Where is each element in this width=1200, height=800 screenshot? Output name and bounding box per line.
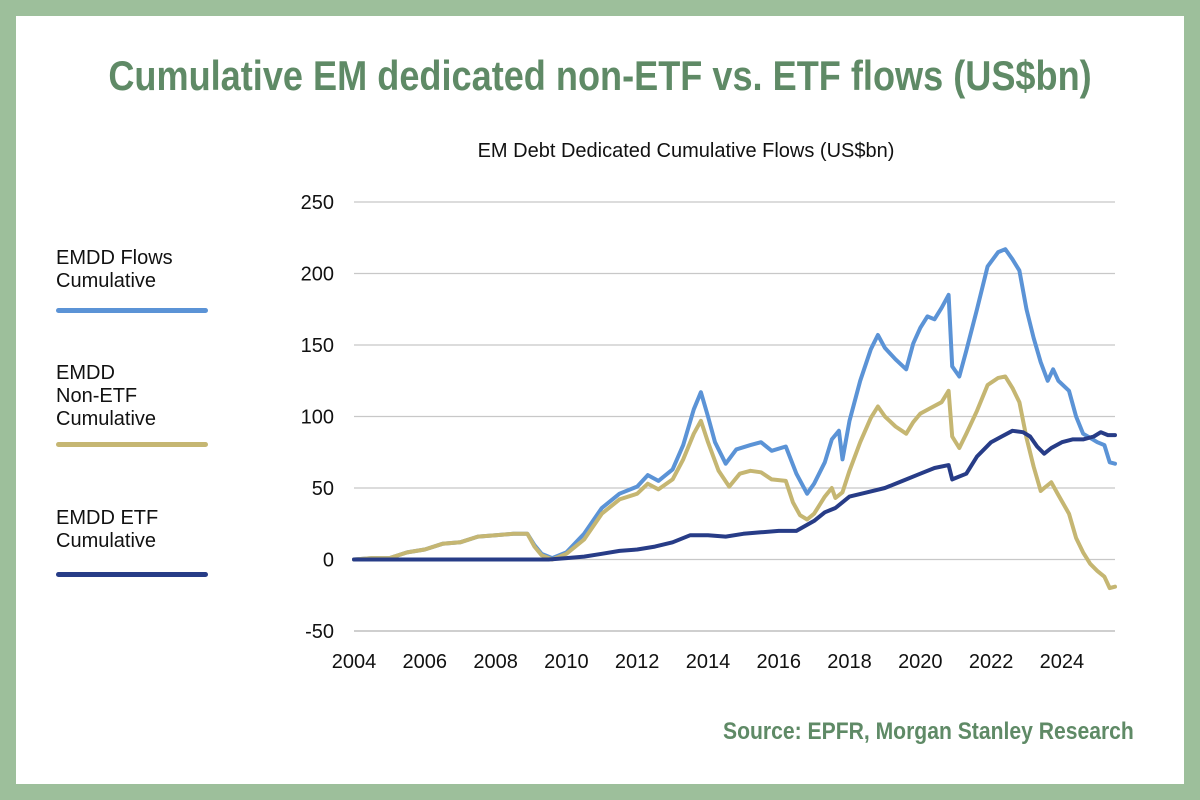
x-tick-label: 2020	[898, 651, 943, 673]
x-tick-label: 2006	[403, 651, 448, 673]
x-tick-label: 2016	[756, 651, 801, 673]
legend-label-emdd-etf: EMDD ETF Cumulative	[56, 507, 159, 552]
legend-label-emdd-non-etf: EMDD Non-ETF Cumulative	[56, 362, 157, 430]
x-tick-label: 2012	[615, 651, 660, 673]
x-tick-label: 2004	[332, 651, 377, 673]
y-tick-label: 150	[301, 335, 334, 357]
x-tick-label: 2008	[473, 651, 518, 673]
chart-title: EM Debt Dedicated Cumulative Flows (US$b…	[477, 140, 895, 162]
series-line-emdd-flows	[352, 247, 1117, 562]
x-tick-label: 2010	[544, 651, 589, 673]
x-tick-label: 2014	[686, 651, 731, 673]
legend-line-emdd-etf	[56, 572, 208, 577]
x-tick-label: 2024	[1040, 651, 1085, 673]
series-line-emdd-non-etf	[352, 374, 1117, 591]
y-tick-label: 0	[323, 550, 334, 572]
legend-line-emdd-non-etf	[56, 442, 208, 447]
y-tick-label: 100	[301, 407, 334, 429]
source-note: Source: EPFR, Morgan Stanley Research	[723, 718, 1134, 745]
x-tick-label: 2022	[969, 651, 1014, 673]
y-tick-label: 250	[301, 192, 334, 214]
y-tick-label: 200	[301, 264, 334, 286]
page-title: Cumulative EM dedicated non-ETF vs. ETF …	[108, 52, 1092, 99]
y-tick-label: 50	[312, 478, 334, 500]
series-line-emdd-etf	[352, 428, 1117, 562]
x-tick-label: 2018	[827, 651, 872, 673]
chart-frame	[16, 16, 1184, 784]
legend-label-emdd-flows: EMDD Flows Cumulative	[56, 247, 173, 292]
legend-line-emdd-flows	[56, 308, 208, 313]
y-tick-label: -50	[305, 621, 334, 643]
